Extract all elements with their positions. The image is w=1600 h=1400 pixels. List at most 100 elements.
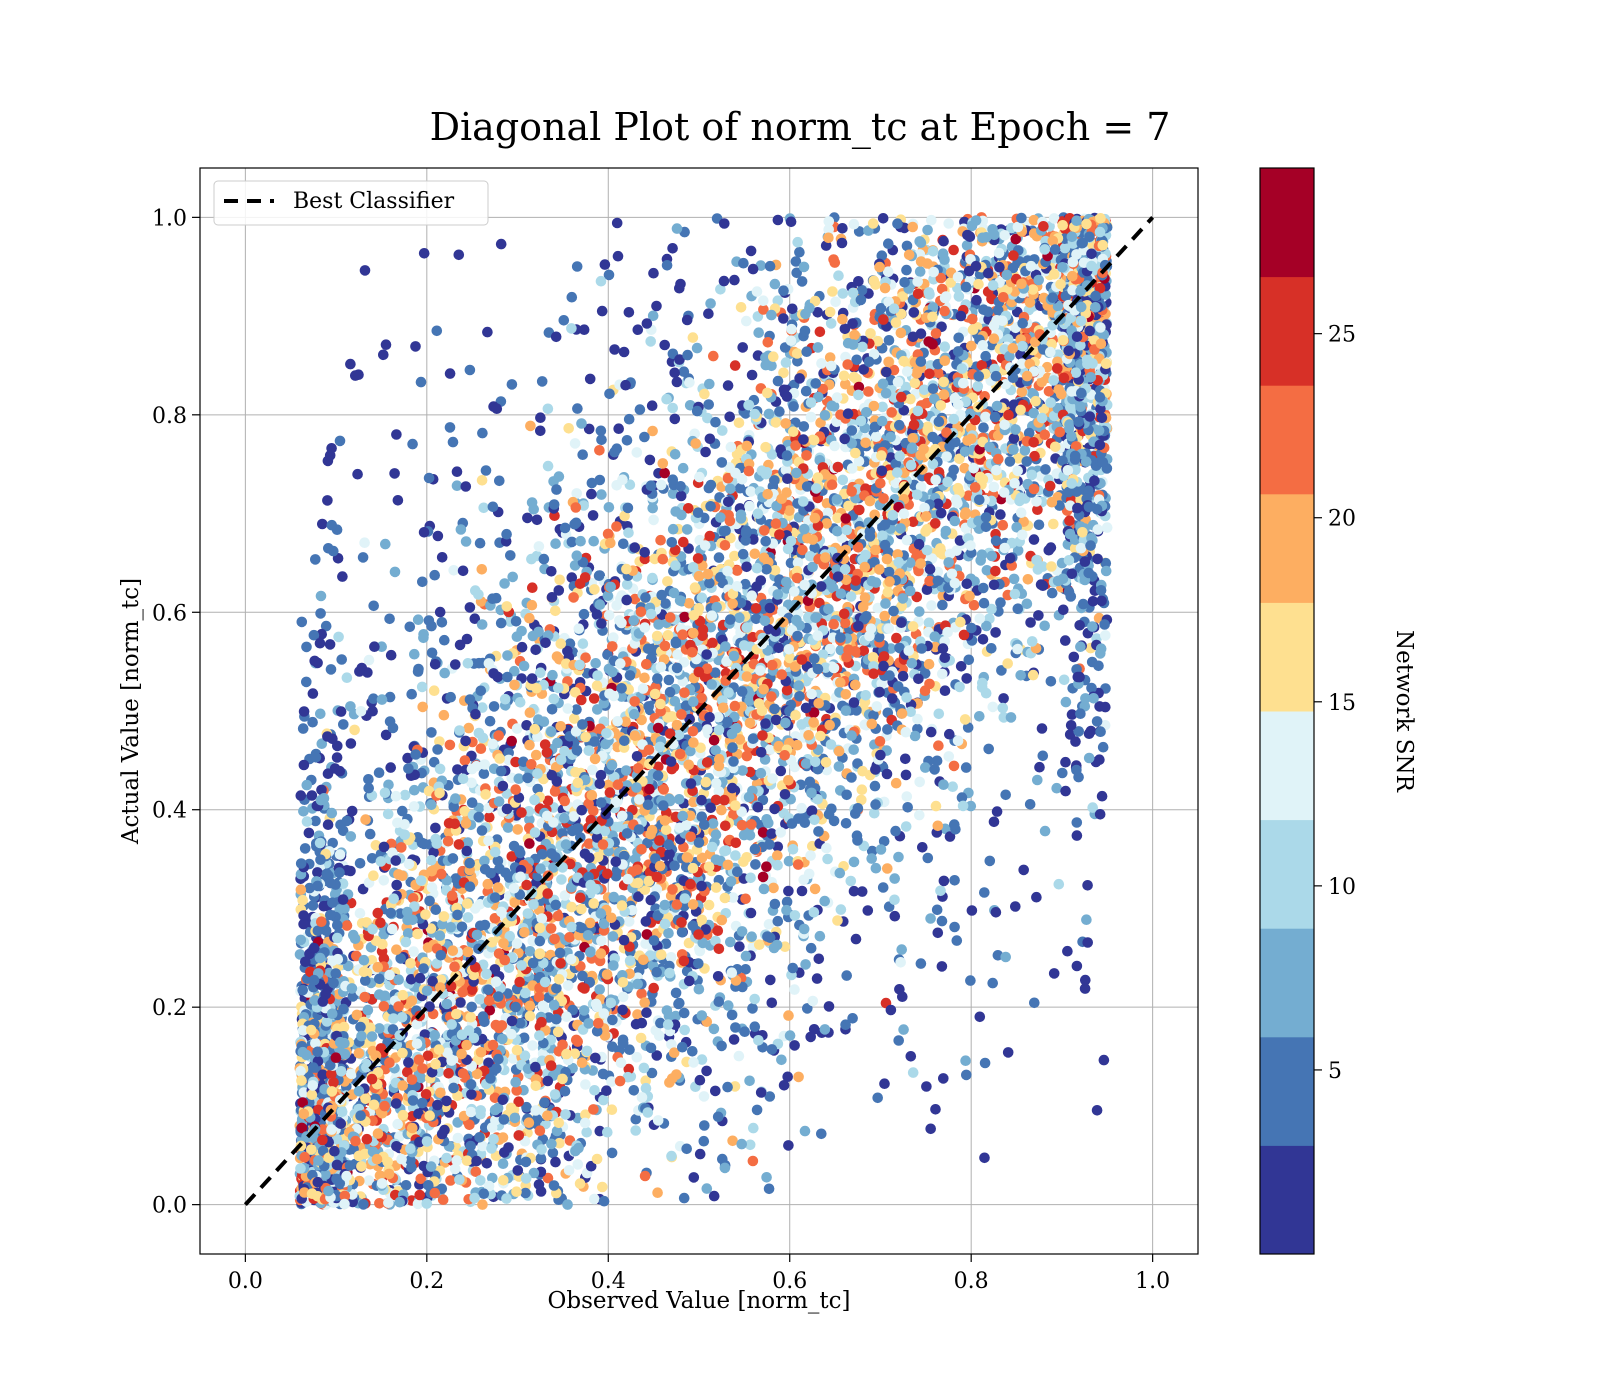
scatter-point xyxy=(333,631,344,643)
scatter-point xyxy=(996,665,1007,676)
scatter-point xyxy=(783,1010,794,1021)
scatter-point xyxy=(399,789,411,801)
scatter-point xyxy=(900,821,912,832)
scatter-point xyxy=(725,483,736,495)
scatter-point xyxy=(457,565,469,577)
scatter-point xyxy=(988,816,1000,828)
scatter-point xyxy=(828,254,839,265)
scatter-point xyxy=(830,296,841,308)
scatter-point xyxy=(590,658,601,669)
scatter-point xyxy=(925,913,936,924)
scatter-point xyxy=(655,479,667,491)
scatter-point xyxy=(334,435,346,447)
scatter-point xyxy=(789,984,800,995)
scatter-point xyxy=(1040,464,1051,475)
scatter-point xyxy=(879,1078,890,1089)
scatter-point xyxy=(677,462,689,474)
scatter-point xyxy=(623,413,635,425)
scatter-point xyxy=(960,1055,971,1066)
scatter-point xyxy=(763,408,775,420)
scatter-point xyxy=(901,264,912,276)
scatter-point xyxy=(417,701,429,713)
scatter-point xyxy=(296,616,308,628)
scatter-point xyxy=(510,616,522,627)
scatter-point xyxy=(1070,736,1081,747)
scatter-point xyxy=(729,550,740,562)
scatter-point xyxy=(954,681,965,693)
scatter-point xyxy=(452,1132,464,1144)
scatter-point xyxy=(931,904,943,916)
scatter-point xyxy=(978,422,989,434)
scatter-point xyxy=(837,474,849,486)
scatter-point xyxy=(494,475,505,487)
scatter-point xyxy=(438,709,450,721)
scatter-point xyxy=(893,1035,904,1046)
scatter-point xyxy=(595,425,607,437)
scatter-point xyxy=(363,1175,375,1186)
scatter-point xyxy=(563,1165,575,1176)
scatter-point xyxy=(949,875,960,886)
scatter-point xyxy=(598,1195,610,1207)
scatter-point xyxy=(990,627,1001,638)
scatter-point xyxy=(578,324,590,336)
scatter-point xyxy=(770,417,782,428)
scatter-point xyxy=(459,755,471,766)
scatter-point xyxy=(363,654,375,666)
scatter-point xyxy=(812,307,823,318)
scatter-point xyxy=(415,376,427,388)
scatter-point xyxy=(922,224,933,236)
scatter-point xyxy=(1046,587,1058,599)
scatter-point xyxy=(509,679,520,691)
scatter-point xyxy=(1029,997,1040,1009)
scatter-point xyxy=(808,907,820,918)
scatter-point xyxy=(757,871,769,883)
scatter-point xyxy=(779,941,791,952)
scatter-point xyxy=(368,693,379,704)
scatter-point xyxy=(729,360,741,371)
scatter-point xyxy=(816,1128,827,1140)
scatter-point xyxy=(604,388,615,400)
scatter-point xyxy=(663,674,675,686)
scatter-point xyxy=(1045,676,1057,687)
scatter-point xyxy=(571,1034,582,1046)
scatter-point xyxy=(453,249,465,261)
scatter-point xyxy=(406,688,418,700)
scatter-point xyxy=(718,275,730,287)
scatter-point xyxy=(835,677,846,688)
scatter-point xyxy=(303,827,315,839)
scatter-point xyxy=(1091,716,1103,727)
scatter-point xyxy=(1012,603,1024,614)
scatter-point xyxy=(461,633,473,645)
scatter-point xyxy=(897,991,908,1002)
scatter-point xyxy=(1053,878,1065,890)
scatter-point xyxy=(782,1071,793,1083)
scatter-point xyxy=(418,248,430,259)
scatter-point xyxy=(368,600,380,612)
scatter-point xyxy=(778,313,789,324)
scatter-point xyxy=(380,729,392,741)
scatter-point xyxy=(623,916,635,927)
scatter-point xyxy=(747,1155,759,1167)
scatter-point xyxy=(979,1057,991,1069)
scatter-point xyxy=(990,535,1002,547)
scatter-point xyxy=(651,300,662,312)
scatter-point xyxy=(678,1192,690,1204)
scatter-point xyxy=(603,502,615,513)
scatter-point xyxy=(511,723,523,734)
scatter-point xyxy=(961,1069,972,1081)
scatter-point xyxy=(547,1147,559,1159)
scatter-point xyxy=(378,875,390,886)
scatter-point xyxy=(775,765,787,777)
scatter-point xyxy=(845,875,857,887)
scatter-point xyxy=(837,223,848,234)
scatter-point xyxy=(623,527,634,539)
scatter-point xyxy=(423,472,435,484)
scatter-point xyxy=(1082,937,1093,948)
scatter-point xyxy=(931,755,943,767)
scatter-point xyxy=(1086,682,1097,694)
scatter-point xyxy=(735,302,747,313)
scatter-point xyxy=(947,781,958,792)
scatter-point xyxy=(774,406,785,417)
scatter-point xyxy=(1025,617,1036,628)
scatter-point xyxy=(710,1085,721,1097)
